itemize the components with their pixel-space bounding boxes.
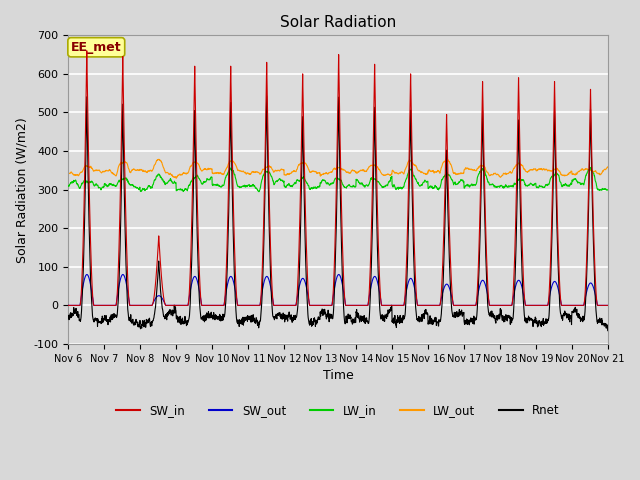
Line: SW_out: SW_out (68, 275, 608, 305)
LW_out (557, 170, 564, 176)
Rnet (604, 328, 612, 334)
SW_out (495, 302, 502, 308)
SW_out (572, 302, 579, 308)
LW_out (65, 170, 72, 176)
SW_out (215, 302, 223, 308)
SW_in (83, 48, 91, 54)
Rnet (495, 313, 502, 319)
Rnet (572, 304, 579, 310)
Rnet (215, 315, 223, 321)
LW_out (572, 172, 579, 178)
Line: SW_in: SW_in (68, 51, 608, 305)
Y-axis label: Solar Radiation (W/m2): Solar Radiation (W/m2) (15, 117, 28, 263)
LW_in (65, 183, 72, 189)
SW_out (365, 293, 373, 299)
LW_in (365, 181, 373, 187)
Legend: SW_in, SW_out, LW_in, LW_out, Rnet: SW_in, SW_out, LW_in, LW_out, Rnet (111, 399, 564, 421)
Rnet (65, 314, 72, 320)
SW_in (354, 302, 362, 308)
Line: Rnet: Rnet (68, 96, 608, 331)
LW_out (172, 175, 180, 181)
SW_out (604, 302, 612, 308)
SW_out (65, 302, 72, 308)
LW_in (572, 176, 579, 181)
LW_in (587, 165, 595, 170)
SW_in (365, 287, 373, 292)
LW_out (155, 156, 163, 162)
Line: LW_in: LW_in (68, 168, 608, 192)
LW_out (495, 173, 503, 179)
Text: EE_met: EE_met (71, 41, 122, 54)
LW_in (255, 189, 263, 195)
LW_in (354, 178, 362, 183)
LW_out (216, 170, 223, 176)
SW_out (354, 302, 362, 308)
SW_out (556, 296, 564, 301)
LW_out (354, 169, 362, 175)
LW_out (604, 164, 612, 170)
SW_in (65, 302, 72, 308)
Rnet (556, 309, 564, 314)
SW_out (83, 272, 91, 277)
X-axis label: Time: Time (323, 369, 353, 382)
Rnet (365, 313, 373, 319)
LW_out (366, 164, 374, 169)
LW_in (556, 179, 564, 185)
SW_in (556, 292, 564, 298)
SW_in (495, 302, 502, 308)
Title: Solar Radiation: Solar Radiation (280, 15, 396, 30)
LW_in (495, 183, 502, 189)
LW_in (604, 187, 612, 193)
LW_in (215, 183, 223, 189)
SW_in (572, 302, 579, 308)
SW_in (215, 302, 223, 308)
Line: LW_out: LW_out (68, 159, 608, 178)
SW_in (604, 302, 612, 308)
Rnet (354, 310, 362, 316)
Rnet (263, 93, 271, 99)
